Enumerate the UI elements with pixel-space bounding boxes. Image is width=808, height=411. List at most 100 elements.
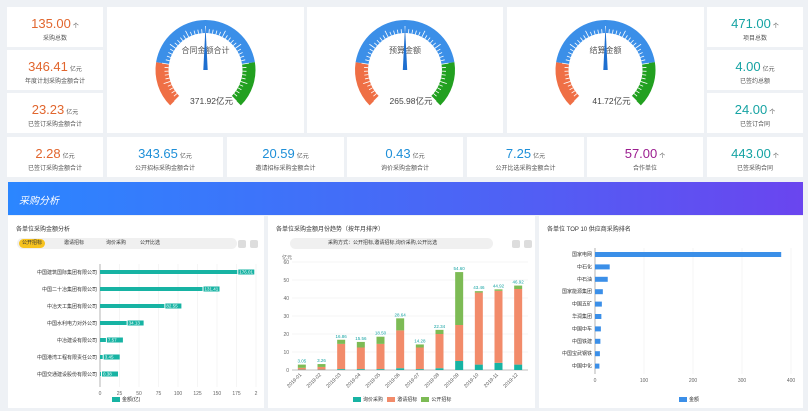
stat-value: 443.00 个: [731, 146, 779, 161]
gauge-tick: [438, 84, 443, 87]
data-label: 44.92: [493, 283, 505, 288]
y-tick-label: 中冶天工集团有限公司: [47, 303, 97, 310]
tab-public-tender[interactable]: 公开招标: [19, 239, 46, 248]
gauge-tick: [637, 48, 641, 52]
gauge-tick: [212, 29, 214, 34]
gauge-tick: [370, 90, 375, 94]
stat-card-annual-plan: 346.41 亿元 年度计划采购金额合计: [7, 50, 103, 90]
x-tick-label: 100: [640, 378, 649, 384]
x-tick-label: 200: [689, 378, 698, 384]
gauge-tick: [569, 43, 576, 49]
gauge-tick: [418, 31, 421, 36]
y-tick-label: 中冶建设有限公司: [57, 337, 97, 344]
gauge-tick: [240, 81, 248, 84]
stat-label: 项目总数: [742, 36, 767, 42]
gauge-tick: [635, 90, 640, 94]
gauge-tick: [241, 59, 246, 62]
gauge-tick: [637, 87, 642, 91]
gauge-tick: [590, 31, 593, 36]
bar-segment: [376, 343, 385, 370]
x-tick-label: 125: [193, 391, 202, 397]
bar: [100, 372, 101, 376]
stat-label: 公开比选采购金额合计: [495, 166, 556, 172]
gauge-tick: [237, 48, 241, 52]
section-title: 采购分析: [19, 196, 59, 207]
bar-segment: [415, 369, 424, 370]
gauge-tick: [363, 81, 370, 84]
gauge-band-high: [631, 62, 656, 106]
gauge-tick: [373, 93, 377, 97]
x-tick-label: 2019-11: [483, 372, 500, 389]
gauge-tick: [566, 55, 571, 58]
gauge-band-high: [231, 62, 256, 106]
x-tick-label: 2019-06: [384, 372, 401, 389]
stat-label: 已签订采购金额合计: [27, 166, 82, 172]
bar-segment: [317, 366, 326, 370]
gauge-tick: [440, 59, 445, 62]
bar-segment: [376, 369, 385, 370]
tab-open-compare[interactable]: 公开比选: [140, 240, 161, 246]
gauge-tick: [218, 31, 221, 36]
x-tick-label: 2019-01: [286, 372, 303, 389]
gauge-tick: [430, 95, 437, 102]
gauge-tick: [364, 74, 369, 76]
stat-card-bottom-5: 7.25 亿元 公开比选采购金额合计: [467, 137, 584, 177]
gauge-tick: [421, 30, 426, 38]
y-tick-label: 20: [283, 332, 289, 338]
prev-page-button[interactable]: [512, 240, 520, 248]
y-tick-label: 国家能源集团: [562, 288, 592, 295]
tab-inquiry[interactable]: 询价采购: [106, 240, 127, 246]
bar-segment: [455, 325, 464, 361]
stat-value: 0.43 亿元: [385, 146, 425, 161]
gauge-tick: [618, 31, 621, 36]
bar: [100, 338, 106, 342]
tab-invite-tender[interactable]: 邀请招标: [64, 240, 85, 246]
stat-card-signed-amount: 23.23 亿元 已签订采购金额合计: [7, 93, 103, 133]
gauge-tick: [642, 74, 647, 76]
stat-value: 57.00 个: [624, 146, 666, 161]
y-tick-label: 中国水利电力对外公司: [47, 320, 97, 327]
stat-value: 7.25 亿元: [505, 146, 546, 161]
stat-label: 公开招标采购金额合计: [134, 166, 195, 172]
gauge-tick: [185, 30, 190, 38]
gauge-tick: [441, 62, 449, 65]
gauge-tick: [567, 84, 572, 87]
stat-card-bottom-3: 20.59 亿元 邀请招标采购金额合计: [227, 137, 344, 177]
gauge-tick: [240, 55, 245, 58]
gauge-value: 41.72亿元: [592, 96, 631, 106]
gauge-tick: [570, 48, 574, 52]
gauge-tick: [183, 35, 187, 39]
x-tick-label: 100: [174, 391, 183, 397]
gauge-settlement: 结算金额41.72亿元: [555, 19, 656, 106]
gauge-tick: [635, 43, 642, 49]
gauge-needle: [402, 26, 408, 70]
gauge-tick: [436, 48, 441, 52]
prev-page-button[interactable]: [238, 240, 246, 248]
gauge-tick: [437, 87, 442, 91]
stat-value: 343.65 亿元: [138, 146, 192, 161]
gauge-tick: [435, 90, 440, 94]
bar-segment: [356, 369, 365, 370]
gauge-tick: [574, 42, 579, 46]
x-tick-label: 0: [99, 391, 102, 397]
gauge-tick: [361, 62, 369, 65]
gauge-tick: [615, 30, 618, 35]
filter-bar[interactable]: 采购方式：公开招标,邀请招标,询价采购,公开比选: [290, 238, 493, 249]
bar-segment: [376, 336, 385, 344]
y-tick-label: 中石化: [577, 263, 592, 270]
gauge-tick: [171, 90, 176, 94]
gauge-band-high: [431, 62, 455, 106]
y-tick-label: 中石油: [577, 276, 592, 283]
data-label: 14.28: [414, 338, 426, 343]
gauge-tick: [165, 77, 170, 80]
stat-value: 471.00 个: [731, 16, 779, 31]
data-label: 131.41: [204, 287, 218, 292]
x-tick-label: 2019-07: [404, 372, 421, 389]
download-icon[interactable]: [250, 240, 258, 248]
chart-monthly-trend: 亿元 0 10 20 30 40 50 60 3.05 2019-01 3.26 2019-02 16.…: [282, 254, 528, 389]
stat-card-signed-total: 4.00 亿元 已签约总额: [707, 50, 803, 90]
stat-card-bottom-2: 343.65 亿元 公开招标采购金额合计: [107, 137, 223, 177]
bar: [100, 287, 203, 291]
download-icon[interactable]: [524, 240, 532, 248]
data-label: 18.50: [375, 331, 387, 336]
